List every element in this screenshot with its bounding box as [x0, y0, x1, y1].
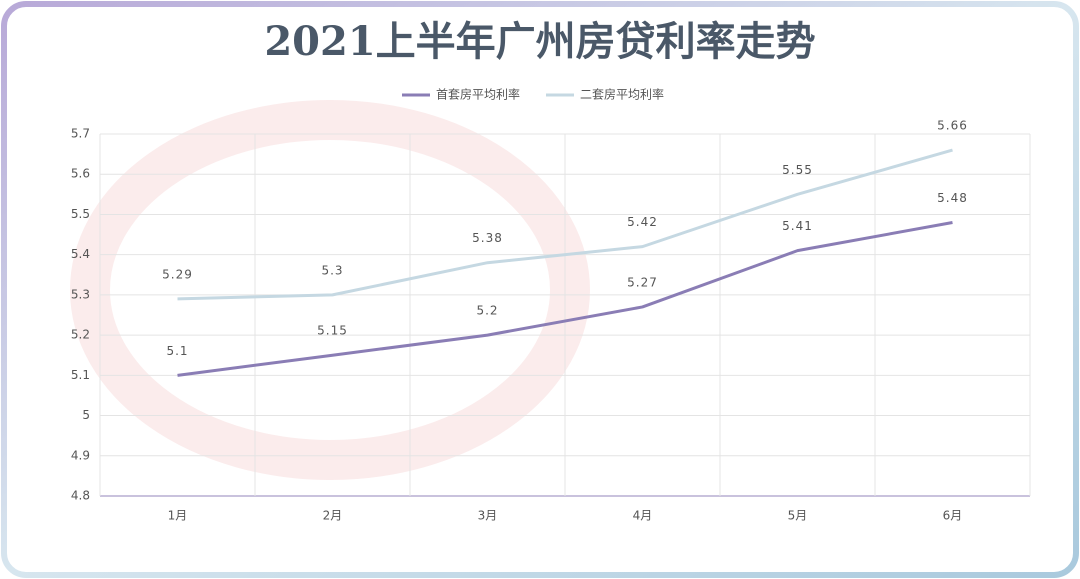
x-tick-label: 3月: [478, 509, 498, 523]
x-tick-label: 5月: [788, 509, 808, 523]
data-label: 5.27: [627, 275, 658, 289]
data-label: 5.2: [476, 304, 498, 318]
y-tick-label: 5.1: [71, 368, 90, 382]
watermark: [70, 100, 590, 480]
y-tick-label: 5: [82, 408, 90, 422]
y-tick-label: 5.7: [71, 127, 90, 141]
y-tick-label: 5.4: [71, 247, 90, 261]
chart-title: 2021上半年广州房贷利率走势: [264, 18, 815, 65]
data-label: 5.41: [782, 219, 813, 233]
data-label: 5.29: [162, 267, 193, 281]
y-tick-label: 5.2: [71, 328, 90, 342]
x-tick-label: 1月: [168, 509, 188, 523]
y-tick-label: 4.8: [71, 489, 90, 503]
data-label: 5.48: [937, 191, 968, 205]
data-label: 5.3: [321, 263, 343, 277]
x-tick-label: 2月: [323, 509, 343, 523]
y-tick-label: 4.9: [71, 448, 90, 462]
x-tick-label: 4月: [633, 509, 653, 523]
y-tick-label: 5.6: [71, 167, 90, 181]
y-tick-label: 5.5: [71, 207, 90, 221]
data-label: 5.15: [317, 324, 348, 338]
data-label: 5.55: [782, 163, 813, 177]
data-label: 5.1: [166, 344, 188, 358]
series-line: [177, 221, 953, 377]
legend-label: 首套房平均利率: [436, 87, 520, 102]
data-label: 5.42: [627, 215, 658, 229]
series-line: [177, 148, 953, 301]
x-tick-label: 6月: [943, 509, 963, 523]
data-label: 5.38: [472, 231, 503, 245]
y-tick-label: 5.3: [71, 287, 90, 301]
data-label: 5.66: [937, 119, 968, 133]
legend-label: 二套房平均利率: [580, 87, 664, 102]
